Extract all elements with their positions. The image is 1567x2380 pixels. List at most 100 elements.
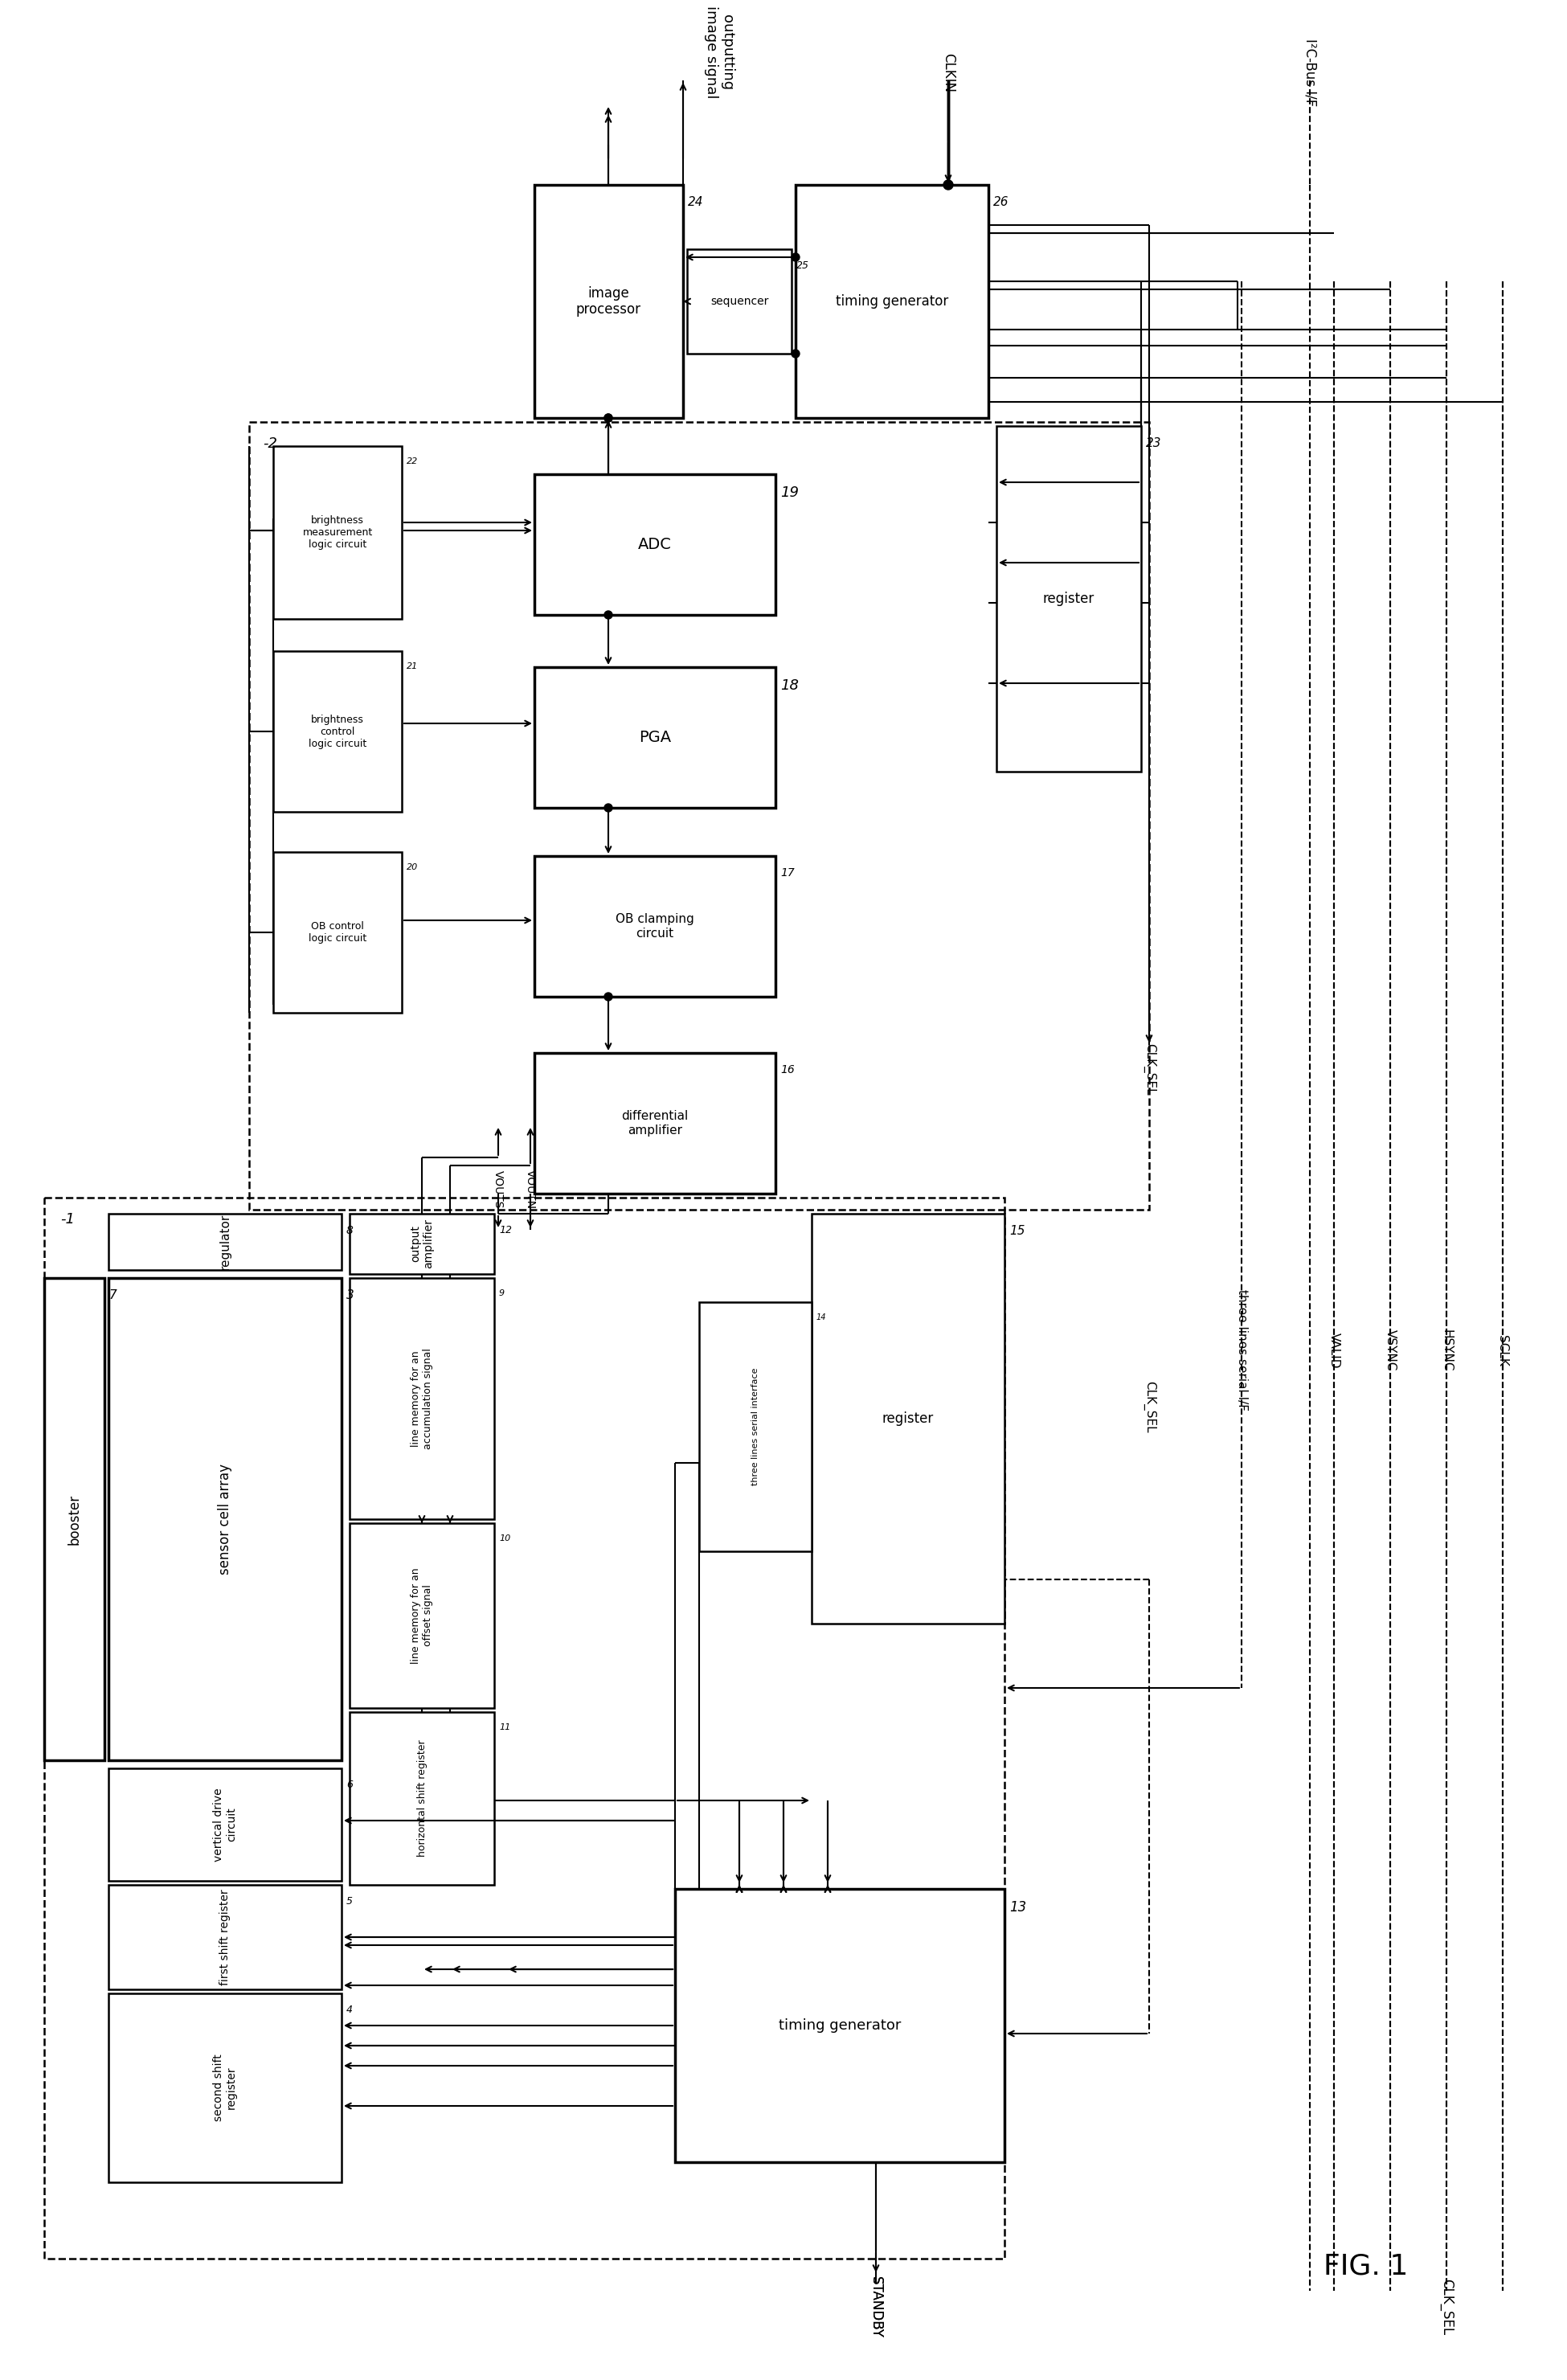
Text: sequencer: sequencer [710,295,768,307]
Text: 19: 19 [780,486,799,500]
Bar [349,1214,494,1273]
Text: horizontal shift register: horizontal shift register [417,1740,428,1856]
Text: SCLK: SCLK [1496,1335,1509,1366]
Text: HSYNC: HSYNC [1440,1330,1453,1371]
Text: line memory for an
accumulation signal: line memory for an accumulation signal [411,1347,432,1449]
Bar [997,426,1141,771]
Text: 15: 15 [1009,1226,1025,1238]
Text: FIG. 1: FIG. 1 [1324,2254,1409,2280]
Text: second shift
register: second shift register [213,2054,237,2121]
Bar [534,857,776,997]
Text: timing generator: timing generator [835,295,948,309]
Text: CLK_SEL: CLK_SEL [1142,1380,1155,1433]
Text: 5: 5 [346,1897,353,1906]
Text: brightness
control
logic circuit: brightness control logic circuit [309,714,367,750]
Bar [534,474,776,614]
Text: STANDBY: STANDBY [868,2275,884,2337]
Text: 25: 25 [796,259,809,271]
Text: 24: 24 [688,195,704,207]
Text: 9: 9 [498,1290,505,1297]
Text: 16: 16 [780,1064,794,1076]
Text: 13: 13 [1009,1899,1026,1914]
Circle shape [605,414,613,421]
Bar [108,1994,342,2182]
Text: ADC: ADC [638,538,672,552]
Text: -2: -2 [263,436,277,450]
Text: differential
amplifier: differential amplifier [622,1109,688,1135]
Text: first shift register: first shift register [219,1890,230,1985]
Text: 8: 8 [346,1226,354,1235]
Text: 23: 23 [1145,438,1161,450]
Bar [699,1302,812,1552]
Bar [675,1890,1004,2161]
Text: VALID: VALID [1327,1333,1340,1368]
Text: VOUTN: VOUTN [525,1171,536,1209]
Text: three lines serial I/F: three lines serial I/F [1235,1290,1247,1411]
Text: timing generator: timing generator [779,2018,901,2033]
Bar [349,1278,494,1518]
Text: 18: 18 [780,678,799,693]
Text: CLK_SEL: CLK_SEL [1142,1042,1155,1095]
Text: STANDBY: STANDBY [868,2275,884,2337]
Text: 7: 7 [110,1290,118,1302]
Bar [108,1885,342,1990]
Text: 6: 6 [346,1780,353,1790]
Bar [534,666,776,807]
Text: booster: booster [67,1495,81,1545]
Text: CLK_SEL: CLK_SEL [1439,2278,1454,2335]
Text: brightness
measurement
logic circuit: brightness measurement logic circuit [302,514,373,550]
Text: CLKIN: CLKIN [942,52,956,93]
Text: 11: 11 [498,1723,511,1730]
Text: outputting
image signal: outputting image signal [704,5,735,98]
Circle shape [791,252,799,262]
Text: three lines serial interface: three lines serial interface [751,1368,760,1485]
Text: I²C-Bus I/F: I²C-Bus I/F [1302,38,1318,107]
Text: 10: 10 [498,1535,511,1542]
Text: 12: 12 [498,1226,512,1235]
Text: 14: 14 [816,1314,826,1321]
Bar [273,652,401,812]
Bar [108,1278,342,1761]
Text: -1: -1 [60,1211,75,1226]
Circle shape [791,350,799,357]
Text: 4: 4 [346,2004,353,2016]
Text: register: register [1044,593,1095,607]
Bar [534,1052,776,1195]
Circle shape [605,992,613,1000]
Text: OB clamping
circuit: OB clamping circuit [616,914,694,940]
Circle shape [943,181,953,190]
Bar [796,186,989,419]
Bar [249,421,1149,1209]
Text: vertical drive
circuit: vertical drive circuit [213,1787,237,1861]
Text: line memory for an
offset signal: line memory for an offset signal [411,1568,432,1664]
Text: VOUTS: VOUTS [492,1171,505,1209]
Text: output
amplifier: output amplifier [409,1219,434,1269]
Text: image
processor: image processor [577,286,641,317]
Circle shape [605,414,613,421]
Circle shape [605,804,613,812]
Text: 26: 26 [993,195,1009,207]
Text: sensor cell array: sensor cell array [218,1464,232,1576]
Text: 20: 20 [406,864,418,871]
Text: regulator: regulator [219,1214,230,1271]
Bar [108,1214,342,1271]
Bar [349,1711,494,1885]
Text: 17: 17 [780,866,794,878]
Bar [686,250,791,355]
Text: OB control
logic circuit: OB control logic circuit [309,921,367,942]
Text: 22: 22 [406,457,418,466]
Text: 3: 3 [346,1290,354,1302]
Circle shape [605,612,613,619]
Text: register: register [882,1411,934,1426]
Bar [44,1278,105,1761]
Bar [349,1523,494,1709]
Text: VSYNC: VSYNC [1384,1330,1396,1371]
Bar [273,852,401,1014]
Bar [812,1214,1004,1623]
Bar [273,445,401,619]
Bar [108,1768,342,1880]
Bar [534,186,683,419]
Bar [44,1197,1004,2259]
Text: PGA: PGA [639,731,671,745]
Text: 21: 21 [406,662,418,671]
